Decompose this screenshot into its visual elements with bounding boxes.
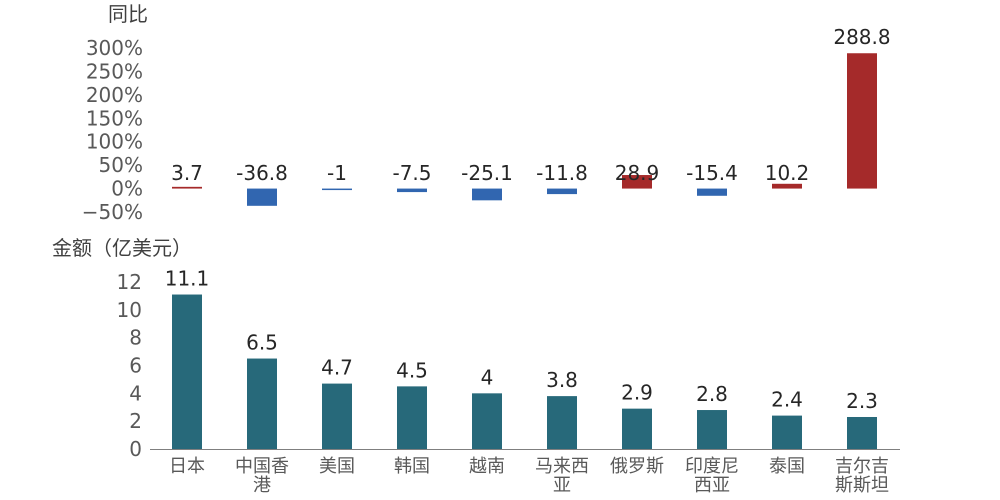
amount-data-label: 2.9: [621, 381, 653, 405]
amount-axis-title: 金额（亿美元）: [52, 236, 192, 260]
amount-bar: [697, 410, 727, 449]
yoy-bar: [697, 188, 727, 196]
yoy-data-label: 10.2: [765, 161, 810, 185]
amount-tick-label: 10: [117, 298, 142, 322]
yoy-bar: [772, 183, 802, 189]
yoy-bar: [172, 186, 202, 189]
yoy-axis-title: 同比: [108, 2, 148, 26]
yoy-chart: 同比 −50%0%50%100%150%200%250%300% 3.7 -36.8 -…: [82, 2, 891, 224]
yoy-data-label: 28.9: [615, 161, 660, 185]
category-label: 印度尼: [685, 456, 739, 477]
amount-bar: [247, 358, 277, 449]
amount-bar: [397, 386, 427, 449]
yoy-data-label: -7.5: [392, 161, 431, 185]
amount-data-label: 2.8: [696, 382, 728, 406]
yoy-bar: [472, 188, 502, 201]
amount-data-label: 4.5: [396, 358, 428, 382]
yoy-tick-label: 100%: [86, 130, 143, 154]
yoy-tick-label: 300%: [86, 36, 143, 60]
amount-bar: [772, 415, 802, 449]
amount-data-label: 4.7: [321, 356, 353, 380]
amount-data-label: 11.1: [165, 267, 210, 291]
yoy-bar: [847, 53, 877, 189]
amount-data-label: 2.4: [771, 388, 803, 412]
amount-chart: 金额（亿美元） 0 2 4 6 8 10 12 11.1 6.5 4.7 4.5 4 3.8 2.9 2.8 2…: [52, 236, 900, 496]
yoy-tick-label: −50%: [82, 200, 143, 224]
category-label: 美国: [319, 456, 355, 477]
amount-data-label: 2.3: [846, 389, 878, 413]
category-label: 韩国: [394, 456, 430, 477]
category-label: 斯斯坦: [835, 475, 889, 496]
amount-bar: [547, 396, 577, 449]
yoy-tick-label: 150%: [86, 106, 143, 130]
yoy-tick-label: 200%: [86, 83, 143, 107]
yoy-bar: [547, 188, 577, 195]
category-label: 泰国: [769, 456, 805, 477]
amount-tick-label: 6: [129, 354, 142, 378]
amount-data-label: 4: [481, 365, 494, 389]
amount-bar: [622, 408, 652, 449]
amount-tick-label: 12: [117, 270, 142, 294]
amount-bar: [847, 416, 877, 449]
amount-bar: [472, 393, 502, 449]
yoy-data-label: -11.8: [536, 161, 588, 185]
yoy-tick-label: 250%: [86, 59, 143, 83]
category-label: 西亚: [694, 475, 730, 496]
yoy-bar: [247, 188, 277, 206]
category-label: 越南: [469, 456, 505, 477]
yoy-data-label: -15.4: [686, 161, 738, 185]
yoy-data-label: -36.8: [236, 161, 288, 185]
amount-bar: [322, 383, 352, 449]
category-label: 中国香: [235, 456, 289, 477]
yoy-tick-label: 0%: [111, 177, 143, 201]
category-label: 吉尔吉: [835, 456, 889, 477]
yoy-bar: [622, 175, 652, 189]
amount-bar: [172, 294, 202, 449]
amount-tick-label: 2: [129, 409, 142, 433]
amount-tick-label: 8: [129, 326, 142, 350]
amount-tick-label: 0: [129, 437, 142, 461]
category-label: 马来西: [535, 456, 589, 477]
amount-tick-label: 4: [129, 381, 142, 405]
category-label: 亚: [553, 475, 571, 496]
amount-data-label: 3.8: [546, 368, 578, 392]
category-label: 港: [253, 475, 271, 496]
amount-data-label: 6.5: [246, 331, 278, 355]
yoy-data-label: 3.7: [171, 161, 203, 185]
yoy-data-label: -25.1: [461, 161, 513, 185]
yoy-bar: [397, 188, 427, 193]
yoy-bar: [322, 188, 352, 191]
category-label: 俄罗斯: [610, 456, 664, 477]
yoy-data-label: -1: [327, 161, 347, 185]
yoy-tick-label: 50%: [99, 153, 143, 177]
yoy-data-label: 288.8: [833, 25, 890, 49]
category-label: 日本: [169, 456, 205, 477]
